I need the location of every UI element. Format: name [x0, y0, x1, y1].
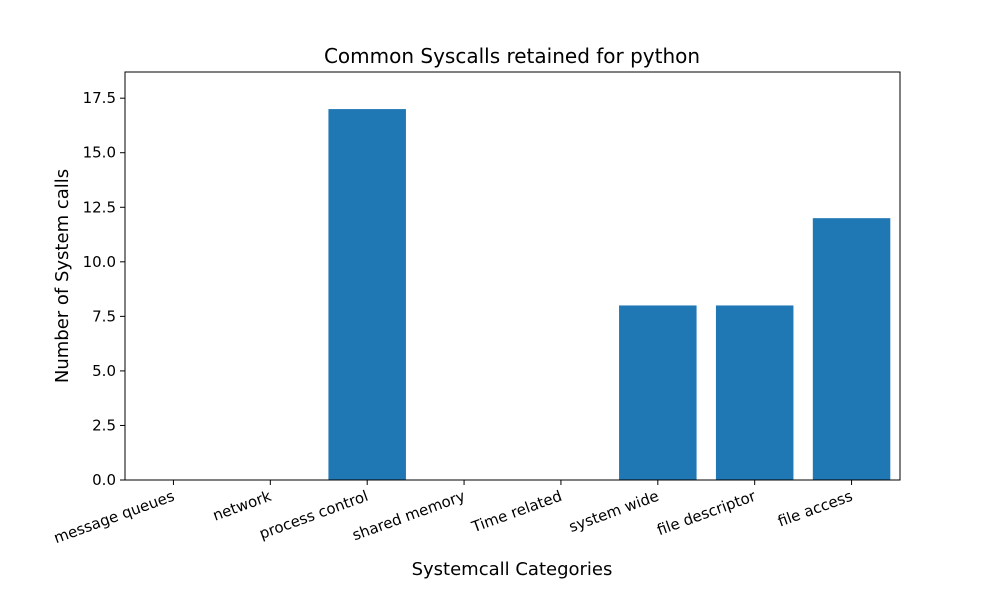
x-axis-label: Systemcall Categories [412, 559, 613, 580]
y-tick-label: 12.5 [83, 198, 116, 216]
bar-file-descriptor [715, 305, 794, 480]
y-tick-label: 2.5 [92, 416, 116, 434]
y-axis-ticks: 0.0 2.5 5.0 7.5 10.0 12.5 15.0 17.5 [83, 89, 125, 489]
plot-frame [124, 71, 901, 481]
bar-system-wide [619, 305, 697, 480]
bar-file-access [812, 218, 891, 480]
y-tick-label: 15.0 [83, 144, 116, 162]
y-tick-label: 5.0 [92, 362, 116, 380]
y-tick-label: 7.5 [92, 307, 116, 325]
bar-process-control [328, 109, 406, 480]
y-tick-label: 10.0 [83, 253, 116, 271]
y-tick-label: 0.0 [92, 471, 116, 489]
y-axis-label: Number of System calls [52, 169, 73, 383]
chart-title: Common Syscalls retained for python [324, 44, 700, 68]
bars-group [328, 109, 891, 480]
y-tick-label: 17.5 [83, 89, 116, 107]
